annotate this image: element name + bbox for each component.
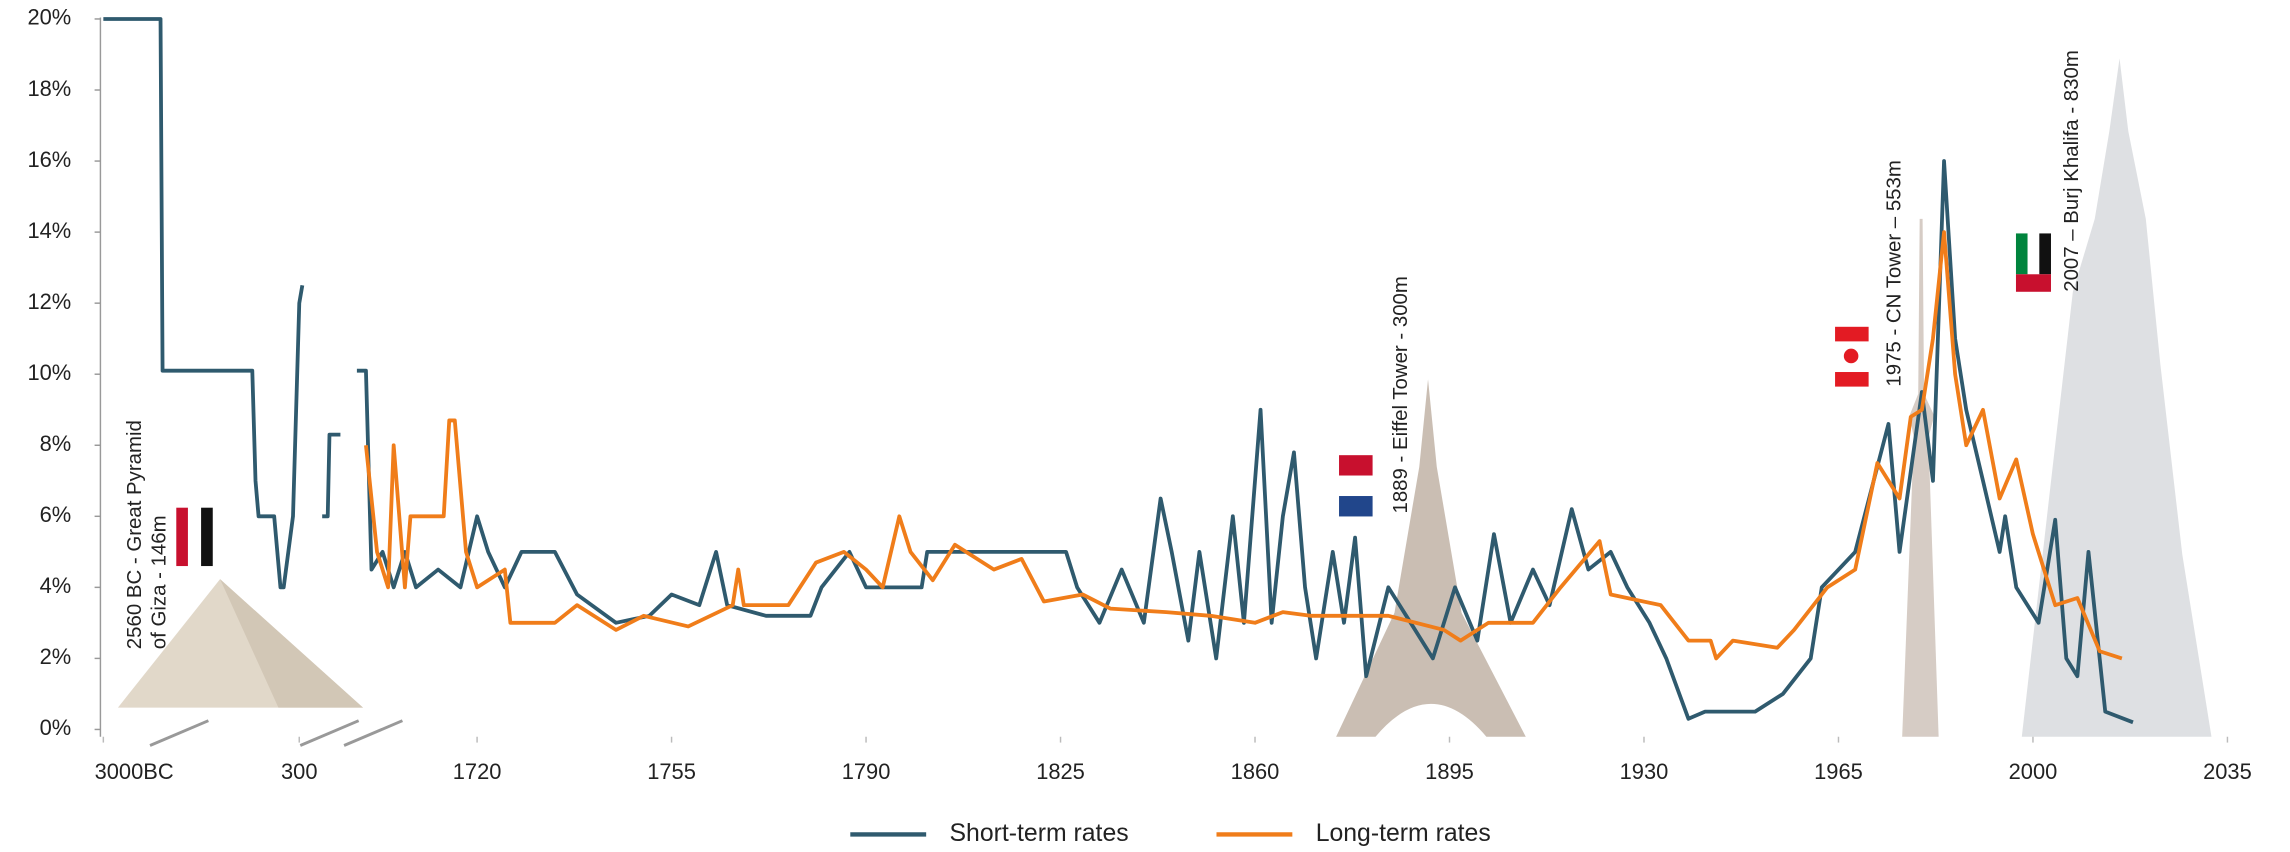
legend-label: Long-term rates	[1316, 820, 1491, 847]
y-tick-label: 18%	[27, 76, 71, 101]
flag-netherlands	[1339, 496, 1373, 517]
y-tick-label: 12%	[27, 289, 71, 314]
x-tick-label: 1755	[647, 759, 696, 784]
legend-label: Short-term rates	[950, 820, 1129, 847]
axis-break	[149, 719, 209, 747]
burj-khalifa	[2021, 58, 2212, 737]
y-tick-label: 16%	[27, 147, 71, 172]
x-tick-label: 300	[281, 759, 318, 784]
flags	[176, 233, 2051, 567]
eiffel-tower	[1336, 379, 1526, 737]
x-tick-label: 1720	[453, 759, 502, 784]
annotation: of Giza - 146m	[149, 515, 171, 649]
y-tick-label: 4%	[40, 573, 72, 598]
annotation: 2007 – Burj Khalifa - 830m	[2061, 50, 2083, 292]
y-tick-label: 2%	[40, 644, 72, 669]
x-tick-label: 1895	[1425, 759, 1474, 784]
flag-uae	[2015, 274, 2051, 292]
flag-netherlands	[1339, 475, 1373, 497]
flag-netherlands	[1339, 455, 1373, 476]
flag-egypt	[187, 507, 202, 567]
series-line	[364, 230, 2123, 661]
x-tick-label: 1825	[1036, 759, 1085, 784]
flag-uae	[2039, 233, 2051, 275]
flag-canada	[1835, 372, 1869, 387]
x-tick-label: 2035	[2203, 759, 2252, 784]
x-tick-label: 1790	[842, 759, 891, 784]
flag-egypt	[176, 507, 188, 567]
flag-egypt	[201, 507, 213, 567]
x-tick-label: 1930	[1620, 759, 1669, 784]
axis-break	[299, 719, 360, 747]
flag-canada-leaf	[1843, 348, 1859, 364]
x-tick-label: 1860	[1231, 759, 1280, 784]
y-tick-label: 10%	[27, 360, 71, 385]
x-tick-label: 1965	[1814, 759, 1863, 784]
flag-canada	[1835, 326, 1869, 342]
y-tick-label: 14%	[27, 218, 71, 243]
x-tick-label: 3000BC	[95, 759, 174, 784]
y-tick-label: 8%	[40, 431, 72, 456]
axis-break	[343, 719, 403, 747]
series-line	[103, 17, 2134, 725]
annotation: 1975 - CN Tower – 553m	[1883, 160, 1905, 386]
flag-uae	[2027, 233, 2040, 275]
flag-uae	[2015, 233, 2028, 275]
annotation: 1889 - Eiffel Tower - 300m	[1390, 276, 1412, 513]
annotation: 2560 BC - Great Pyramid	[124, 420, 146, 649]
x-tick-label: 2000	[2009, 759, 2058, 784]
y-tick-label: 20%	[27, 5, 71, 30]
y-tick-label: 6%	[40, 502, 72, 527]
cn-tower	[1902, 218, 1939, 737]
y-tick-label: 0%	[40, 715, 72, 740]
